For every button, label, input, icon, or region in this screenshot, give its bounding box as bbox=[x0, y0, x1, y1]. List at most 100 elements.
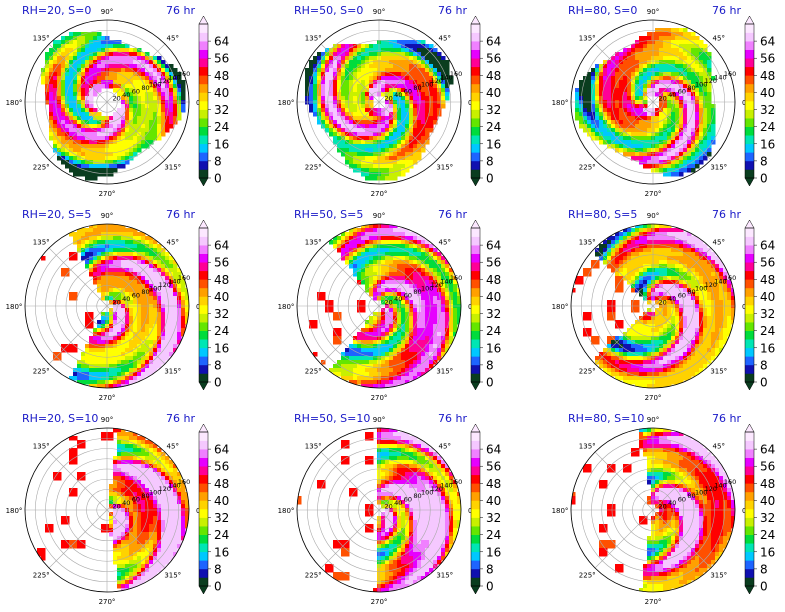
colorbar-tick-label: 24 bbox=[760, 528, 775, 542]
colorbar-tick-label: 32 bbox=[214, 307, 229, 321]
angular-tick-label: 90° bbox=[373, 212, 385, 220]
radial-tick-label: 80 bbox=[141, 492, 149, 500]
angular-tick-label: 45° bbox=[439, 239, 451, 247]
colorbar-tick-label: 24 bbox=[760, 120, 775, 134]
angular-gridline bbox=[48, 43, 108, 103]
angular-tick-label: 225° bbox=[33, 367, 50, 375]
colorbar-tick-label: 64 bbox=[760, 443, 775, 457]
angular-tick-label: 180° bbox=[552, 507, 569, 515]
angular-tick-label: 180° bbox=[6, 303, 23, 311]
polar-plot: 90°45°0°315°270°225°180°135°204060801001… bbox=[6, 416, 230, 606]
angular-tick-label: 270° bbox=[645, 598, 662, 606]
panel-title: RH=50, S=0 bbox=[294, 4, 364, 17]
colorbar-tick-label: 8 bbox=[760, 358, 768, 372]
panel-title: RH=20, S=10 bbox=[22, 412, 99, 425]
colorbar-tick-label: 48 bbox=[486, 273, 501, 287]
colorbar-tick-label: 32 bbox=[214, 511, 229, 525]
colorbar-tick-label: 40 bbox=[214, 290, 229, 304]
angular-gridline bbox=[106, 305, 166, 365]
angular-tick-label: 135° bbox=[579, 443, 596, 451]
angular-tick-label: 135° bbox=[305, 443, 322, 451]
radial-tick-label: 60 bbox=[404, 495, 412, 503]
colorbar-tick-label: 40 bbox=[214, 494, 229, 508]
polar-plot: 90°45°0°315°270°225°180°135°204060801001… bbox=[552, 416, 776, 606]
angular-gridline bbox=[652, 43, 712, 103]
angular-gridline bbox=[320, 101, 380, 161]
colorbar-tick-label: 48 bbox=[214, 477, 229, 491]
colorbar-tick-label: 32 bbox=[486, 307, 501, 321]
colorbar-tick-label: 48 bbox=[486, 69, 501, 83]
colorbar: 0 8 16 24 32 40 48 56 64 bbox=[744, 423, 775, 595]
angular-tick-label: 45° bbox=[167, 35, 179, 43]
colorbar-tick-label: 24 bbox=[486, 528, 501, 542]
panel-time: 76 hr bbox=[438, 208, 467, 221]
colorbar-tick-label: 40 bbox=[214, 86, 229, 100]
colorbar-tick-label: 64 bbox=[486, 443, 501, 457]
colorbar: 0 8 16 24 32 40 48 56 64 bbox=[198, 15, 229, 187]
radial-tick-label: 140 bbox=[440, 481, 452, 489]
colorbar-tick-label: 56 bbox=[760, 52, 775, 66]
radial-tick-label: 140 bbox=[168, 277, 180, 285]
radial-tick-label: 20 bbox=[384, 94, 392, 102]
angular-tick-label: 45° bbox=[439, 35, 451, 43]
colorbar-tick-label: 56 bbox=[486, 460, 501, 474]
colorbar: 0 8 16 24 32 40 48 56 64 bbox=[470, 15, 501, 187]
panel-title: RH=80, S=5 bbox=[568, 208, 638, 221]
polar-boundary bbox=[24, 427, 190, 593]
panel-title: RH=80, S=0 bbox=[568, 4, 638, 17]
colorbar-tick-label: 32 bbox=[214, 103, 229, 117]
angular-tick-label: 90° bbox=[647, 8, 659, 16]
colorbar-tick-label: 56 bbox=[214, 460, 229, 474]
angular-gridline bbox=[320, 43, 380, 103]
panel-time: 76 hr bbox=[712, 412, 741, 425]
radial-tick-label: 20 bbox=[658, 94, 666, 102]
polar-boundary bbox=[570, 427, 736, 593]
angular-gridline bbox=[320, 247, 380, 307]
polar-plot: 90°45°0°315°270°225°180°135°204060801001… bbox=[278, 8, 502, 198]
angular-gridline bbox=[594, 43, 654, 103]
angular-tick-label: 45° bbox=[167, 239, 179, 247]
angular-tick-label: 225° bbox=[33, 571, 50, 579]
polar-plot: 90°45°0°315°270°225°180°135°204060801001… bbox=[278, 212, 502, 402]
polar-boundary bbox=[570, 19, 736, 185]
radial-tick-label: 80 bbox=[687, 288, 695, 296]
radial-tick-label: 40 bbox=[394, 499, 402, 507]
angular-gridline bbox=[378, 43, 438, 103]
angular-gridline bbox=[320, 451, 380, 511]
colorbar-tick-label: 8 bbox=[214, 358, 222, 372]
polar-plot: 90°45°0°315°270°225°180°135°204060801001… bbox=[6, 212, 230, 402]
colorbar-tick-label: 56 bbox=[214, 256, 229, 270]
colorbar-tick-label: 24 bbox=[214, 120, 229, 134]
angular-gridline bbox=[106, 509, 166, 569]
panel-title: RH=20, S=5 bbox=[22, 208, 92, 221]
colorbar-tick-label: 0 bbox=[486, 580, 494, 594]
radial-tick-label: 140 bbox=[714, 481, 726, 489]
colorbar-tick-label: 64 bbox=[214, 239, 229, 253]
colorbar: 0 8 16 24 32 40 48 56 64 bbox=[198, 423, 229, 595]
angular-tick-label: 45° bbox=[713, 35, 725, 43]
radial-tick-label: 100 bbox=[421, 488, 433, 496]
colorbar-tick-label: 32 bbox=[760, 307, 775, 321]
radial-tick-label: 80 bbox=[413, 492, 421, 500]
radar-panel: RH=50, S=576 hr90°45°0°315°270°225°180°1… bbox=[272, 204, 532, 408]
colorbar-tick-label: 0 bbox=[760, 172, 768, 186]
angular-gridline bbox=[652, 247, 712, 307]
colorbar-tick-label: 24 bbox=[214, 528, 229, 542]
colorbar-tick-label: 64 bbox=[486, 35, 501, 49]
angular-tick-label: 90° bbox=[647, 212, 659, 220]
colorbar-tick-label: 8 bbox=[760, 154, 768, 168]
polar-plot: 90°45°0°315°270°225°180°135°204060801001… bbox=[278, 416, 502, 606]
angular-tick-label: 135° bbox=[305, 35, 322, 43]
radial-tick-label: 80 bbox=[141, 84, 149, 92]
colorbar-tick-label: 40 bbox=[486, 494, 501, 508]
colorbar-tick-label: 0 bbox=[760, 580, 768, 594]
panel-time: 76 hr bbox=[438, 412, 467, 425]
radial-tick-label: 60 bbox=[678, 495, 686, 503]
colorbar: 0 8 16 24 32 40 48 56 64 bbox=[470, 219, 501, 391]
angular-tick-label: 315° bbox=[164, 163, 181, 171]
angular-tick-label: 315° bbox=[436, 163, 453, 171]
radial-tick-label: 40 bbox=[668, 91, 676, 99]
colorbar: 0 8 16 24 32 40 48 56 64 bbox=[744, 15, 775, 187]
radial-tick-label: 40 bbox=[394, 91, 402, 99]
